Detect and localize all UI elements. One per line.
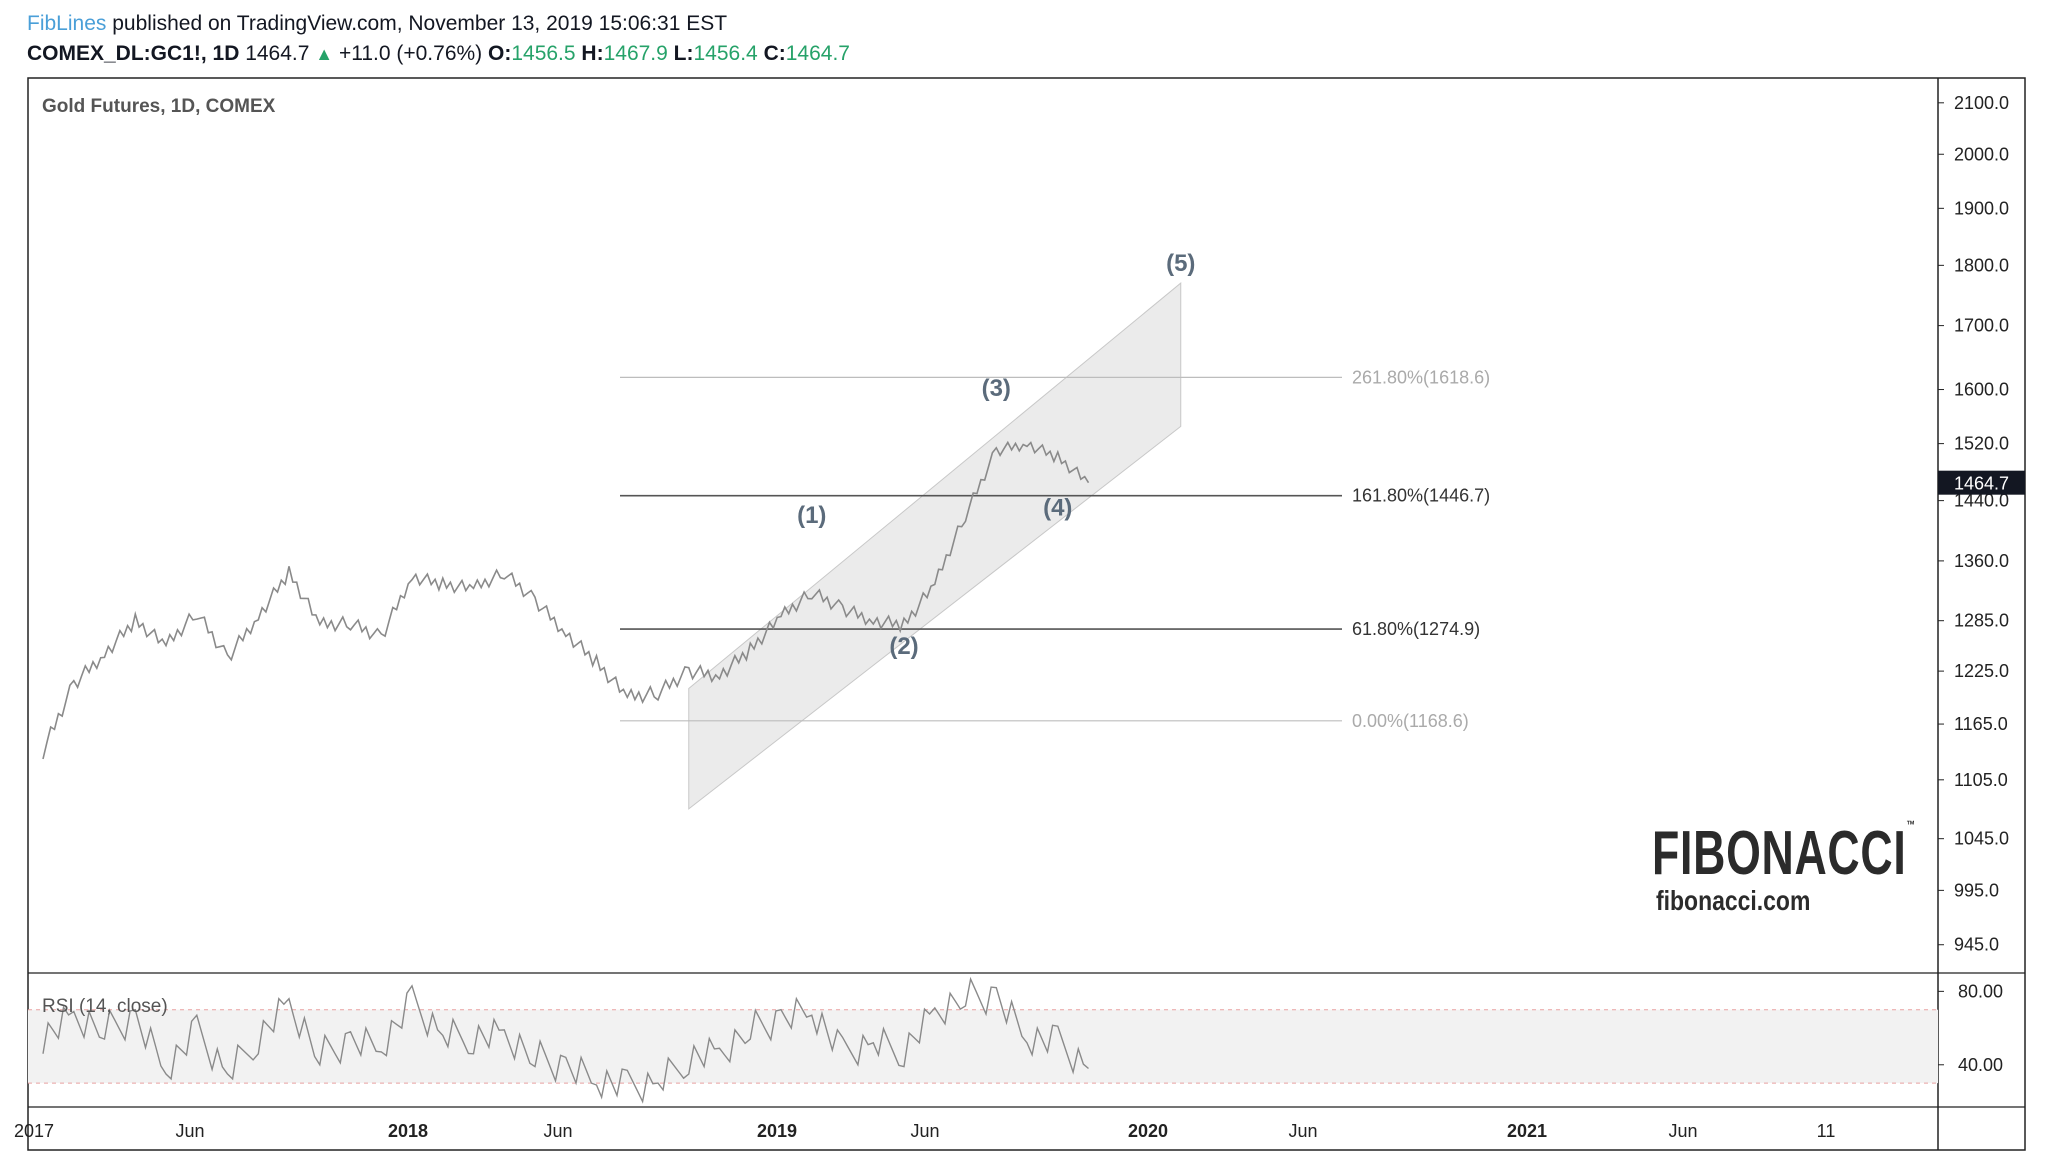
time-tick-label: 2018 (388, 1121, 428, 1141)
time-tick-label: 2021 (1507, 1121, 1547, 1141)
price-tick-label: 1105.0 (1954, 770, 2008, 790)
up-triangle-icon: ▲ (315, 44, 334, 64)
author-link[interactable]: FibLines (27, 12, 107, 35)
symbol-name: COMEX_DL:GC1!, 1D (27, 42, 240, 65)
trademark-symbol: ™ (1906, 818, 1916, 832)
fib-level-label: 261.80%(1618.6) (1352, 367, 1490, 387)
open-value: 1456.5 (511, 42, 576, 65)
close-value: 1464.7 (785, 42, 850, 65)
low-label: L: (673, 42, 694, 65)
price-tick-label: 995.0 (1954, 880, 1999, 900)
rsi-tick-label: 40.00 (1958, 1055, 2003, 1075)
price-tick-label: 1800.0 (1954, 255, 2009, 275)
fib-level-label: 61.80%(1274.9) (1352, 619, 1480, 639)
logo-text: FIBONACCI (1652, 819, 1907, 888)
wave-label: (2) (889, 633, 918, 660)
rsi-series-line (42, 976, 1089, 1104)
wave-label: (5) (1166, 250, 1195, 277)
fib-level-label: 161.80%(1446.7) (1352, 486, 1490, 506)
price-tick-label: 1165.0 (1954, 714, 2008, 734)
price-tick-label: 1360.0 (1954, 551, 2009, 571)
wave-label: (1) (797, 502, 826, 529)
rsi-title: RSI (14, close) (42, 996, 168, 1017)
symbol-legend: COMEX_DL:GC1!, 1D 1464.7 ▲ +11.0 (+0.76%… (27, 42, 850, 66)
logo-wordmark: FIBONACCI™ (1652, 818, 1916, 889)
last-price-marker-label: 1464.7 (1954, 474, 2009, 494)
price-tick-label: 1045.0 (1954, 829, 2009, 849)
low-value: 1456.4 (693, 42, 758, 65)
high-label: H: (581, 42, 604, 65)
price-tick-label: 2000.0 (1954, 144, 2009, 164)
price-change: +11.0 (+0.76%) (338, 42, 483, 65)
time-tick-label: Jun (543, 1121, 572, 1141)
chart-frame (27, 77, 2026, 1151)
time-tick-label: Jun (1288, 1121, 1317, 1141)
logo-url: fibonacci.com (1656, 885, 1811, 916)
last-price-marker (1938, 470, 2025, 495)
price-tick-label: 2100.0 (1954, 93, 2009, 113)
close-label: C: (763, 42, 786, 65)
time-tick-label: Jun (175, 1121, 204, 1141)
time-tick-label: 2017 (14, 1121, 54, 1141)
price-tick-label: 1520.0 (1954, 434, 2009, 454)
price-tick-label: 1440.0 (1954, 491, 2009, 511)
price-series-line (42, 440, 1090, 760)
fib-level-label: 0.00%(1168.6) (1352, 711, 1469, 731)
time-tick-label: Jun (1668, 1121, 1697, 1141)
price-tick-label: 1225.0 (1954, 661, 2009, 681)
wave-label: (4) (1043, 494, 1072, 521)
parallel-channel (688, 282, 1182, 810)
published-text: published on TradingView.com, November 1… (112, 12, 728, 35)
open-label: O: (488, 42, 512, 65)
last-price: 1464.7 (245, 42, 310, 65)
price-tick-label: 1285.0 (1954, 611, 2009, 631)
time-tick-label: 2020 (1128, 1121, 1168, 1141)
fibonacci-logo: FIBONACCI™ fibonacci.com (1652, 818, 2018, 917)
rsi-tick-label: 80.00 (1958, 981, 2003, 1001)
price-tick-label: 945.0 (1954, 935, 1999, 955)
pane-title: Gold Futures, 1D, COMEX (42, 96, 276, 117)
price-tick-label: 1600.0 (1954, 380, 2009, 400)
price-tick-label: 1900.0 (1954, 198, 2009, 218)
wave-label: (3) (982, 375, 1011, 402)
time-tick-label: Jun (910, 1121, 939, 1141)
price-tick-label: 1700.0 (1954, 316, 2009, 336)
high-value: 1467.9 (603, 42, 668, 65)
rsi-band (28, 1009, 1938, 1084)
time-tick-label: 11 (1817, 1121, 1836, 1141)
time-tick-label: 2019 (757, 1121, 797, 1141)
publish-info: FibLines published on TradingView.com, N… (27, 12, 727, 36)
